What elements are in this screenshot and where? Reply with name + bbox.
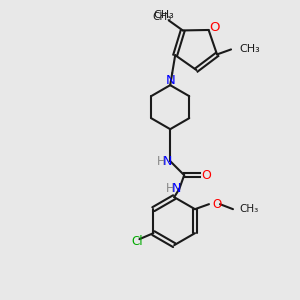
Text: N: N [172,182,181,195]
Text: H: H [166,182,175,195]
Text: N: N [163,155,172,168]
Text: H: H [157,155,166,168]
Text: CH₃: CH₃ [239,204,258,214]
Text: CH₃: CH₃ [239,44,260,54]
Text: N: N [165,74,175,87]
Text: O: O [201,169,211,182]
Text: Cl: Cl [132,235,143,248]
Text: CH₃: CH₃ [153,11,174,20]
Text: CH₃: CH₃ [152,12,171,22]
Text: O: O [209,22,220,34]
Text: O: O [212,198,222,211]
